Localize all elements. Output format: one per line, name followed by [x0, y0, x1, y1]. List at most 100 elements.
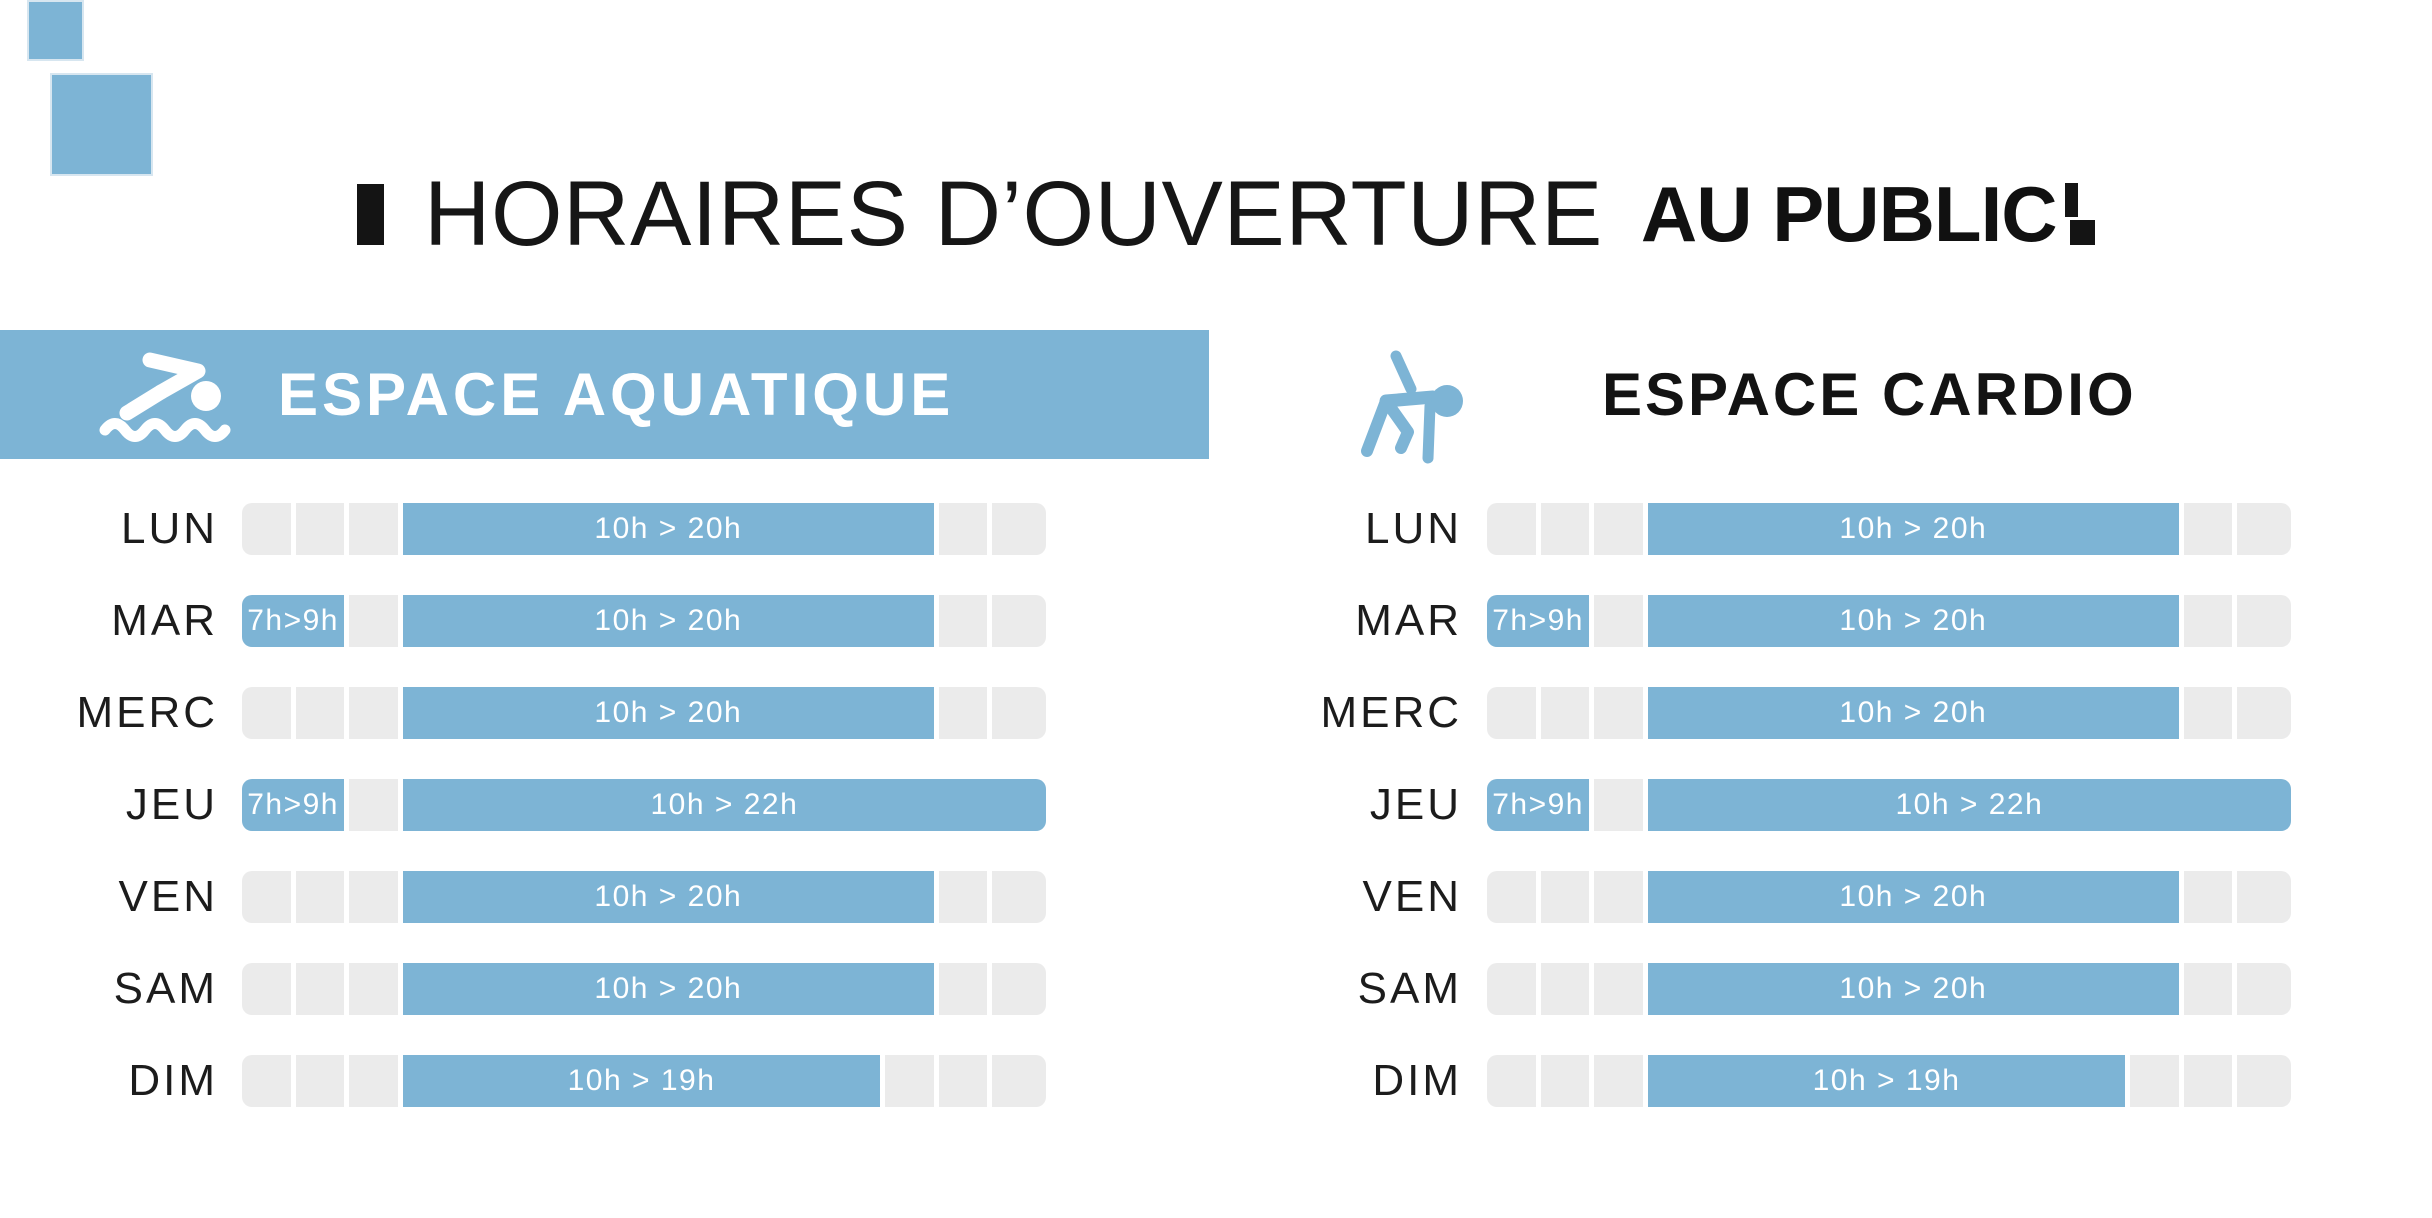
day-label-cardio-merc: MERC	[1320, 688, 1462, 737]
schedule-track-aquatique-dim: 10h > 19h	[242, 1055, 1046, 1107]
day-label-aquatique-lun: LUN	[120, 504, 218, 553]
closed-hour-cell	[2183, 871, 2233, 923]
schedule-track-cardio-merc: 10h > 20h	[1487, 687, 2291, 739]
closed-hour-cell	[2183, 595, 2233, 647]
open-hours-label: 10h > 20h	[1839, 696, 1988, 729]
open-hours-segment: 10h > 22h	[1647, 779, 2291, 831]
closed-hour-cell	[938, 1055, 988, 1107]
closed-hour-cell	[992, 503, 1046, 555]
exclamation-mark-icon	[2064, 183, 2097, 245]
schedule-track-cardio-sam: 10h > 20h	[1487, 963, 2291, 1015]
closed-hour-cell	[349, 963, 398, 1015]
closed-hour-cell	[242, 687, 291, 739]
closed-hour-cell	[2183, 1055, 2233, 1107]
open-hours-segment: 10h > 19h	[402, 1055, 881, 1107]
closed-hour-cell	[295, 871, 345, 923]
closed-hour-cell	[295, 503, 345, 555]
day-label-aquatique-sam: SAM	[113, 964, 218, 1013]
stretching-person-icon	[1356, 348, 1474, 480]
closed-hour-cell	[1594, 595, 1643, 647]
page-title-main: HORAIRES D’OUVERTURE	[424, 162, 1603, 265]
closed-hour-cell	[295, 687, 345, 739]
closed-hour-cell	[242, 963, 291, 1015]
closed-hour-cell	[1540, 963, 1590, 1015]
open-hours-label: 7h>9h	[1492, 788, 1584, 821]
open-hours-segment: 10h > 20h	[402, 871, 934, 923]
closed-hour-cell	[938, 963, 988, 1015]
section-title-cardio: ESPACE CARDIO	[1602, 361, 2137, 428]
closed-hour-cell	[242, 1055, 291, 1107]
closed-hour-cell	[1540, 687, 1590, 739]
closed-hour-cell	[1487, 503, 1536, 555]
open-hours-label: 10h > 22h	[1895, 788, 2044, 821]
closed-hour-cell	[2237, 963, 2291, 1015]
day-label-cardio-ven: VEN	[1362, 872, 1462, 921]
open-hours-label: 10h > 20h	[594, 512, 743, 545]
section-title-aquatique: ESPACE AQUATIQUE	[278, 361, 955, 428]
closed-hour-cell	[295, 963, 345, 1015]
open-hours-segment: 10h > 20h	[1647, 687, 2179, 739]
schedule-track-aquatique-sam: 10h > 20h	[242, 963, 1046, 1015]
open-hours-segment: 7h>9h	[1487, 595, 1590, 647]
closed-hour-cell	[1487, 1055, 1536, 1107]
closed-hour-cell	[2130, 1055, 2179, 1107]
open-hours-segment: 10h > 20h	[402, 687, 934, 739]
day-label-cardio-lun: LUN	[1364, 504, 1462, 553]
closed-hour-cell	[992, 871, 1046, 923]
closed-hour-cell	[938, 503, 988, 555]
closed-hour-cell	[2237, 595, 2291, 647]
open-hours-label: 10h > 22h	[650, 788, 799, 821]
open-hours-label: 10h > 20h	[594, 604, 743, 637]
open-hours-segment: 10h > 20h	[1647, 963, 2179, 1015]
day-label-aquatique-ven: VEN	[118, 872, 218, 921]
open-hours-segment: 10h > 20h	[1647, 595, 2179, 647]
title-start-bar-icon	[357, 183, 384, 245]
day-label-cardio-mar: MAR	[1355, 596, 1462, 645]
day-label-aquatique-jeu: JEU	[125, 780, 218, 829]
closed-hour-cell	[1540, 1055, 1590, 1107]
open-hours-segment: 10h > 20h	[402, 963, 934, 1015]
day-label-cardio-dim: DIM	[1372, 1056, 1462, 1105]
schedule-track-aquatique-merc: 10h > 20h	[242, 687, 1046, 739]
open-hours-label: 10h > 20h	[1839, 604, 1988, 637]
open-hours-segment: 10h > 19h	[1647, 1055, 2126, 1107]
open-hours-label: 10h > 19h	[1812, 1064, 1961, 1097]
open-hours-label: 10h > 20h	[594, 972, 743, 1005]
open-hours-segment: 10h > 20h	[402, 595, 934, 647]
schedule-track-aquatique-lun: 10h > 20h	[242, 503, 1046, 555]
closed-hour-cell	[2237, 503, 2291, 555]
page-title-emphasis: AU PUBLIC	[1640, 169, 2058, 258]
closed-hour-cell	[349, 503, 398, 555]
schedule-track-cardio-lun: 10h > 20h	[1487, 503, 2291, 555]
schedule-track-cardio-ven: 10h > 20h	[1487, 871, 2291, 923]
closed-hour-cell	[2237, 871, 2291, 923]
closed-hour-cell	[2237, 687, 2291, 739]
open-hours-label: 7h>9h	[247, 788, 339, 821]
day-label-cardio-sam: SAM	[1357, 964, 1462, 1013]
closed-hour-cell	[349, 779, 398, 831]
closed-hour-cell	[295, 1055, 345, 1107]
open-hours-label: 7h>9h	[247, 604, 339, 637]
open-hours-label: 10h > 20h	[1839, 512, 1988, 545]
closed-hour-cell	[1540, 503, 1590, 555]
page-title: HORAIRES D’OUVERTURE AU PUBLIC	[357, 163, 2097, 265]
logo-square-small	[27, 0, 84, 61]
open-hours-label: 10h > 20h	[594, 696, 743, 729]
closed-hour-cell	[2183, 687, 2233, 739]
closed-hour-cell	[992, 1055, 1046, 1107]
closed-hour-cell	[885, 1055, 934, 1107]
closed-hour-cell	[938, 871, 988, 923]
closed-hour-cell	[1487, 871, 1536, 923]
day-label-cardio-jeu: JEU	[1369, 780, 1462, 829]
open-hours-label: 7h>9h	[1492, 604, 1584, 637]
day-label-aquatique-merc: MERC	[76, 688, 218, 737]
open-hours-segment: 7h>9h	[1487, 779, 1590, 831]
schedule-track-cardio-jeu: 7h>9h 10h > 22h	[1487, 779, 2291, 831]
closed-hour-cell	[1594, 779, 1643, 831]
closed-hour-cell	[349, 687, 398, 739]
schedule-track-aquatique-ven: 10h > 20h	[242, 871, 1046, 923]
open-hours-segment: 10h > 20h	[1647, 871, 2179, 923]
closed-hour-cell	[1594, 963, 1643, 1015]
open-hours-label: 10h > 19h	[567, 1064, 716, 1097]
closed-hour-cell	[2183, 503, 2233, 555]
